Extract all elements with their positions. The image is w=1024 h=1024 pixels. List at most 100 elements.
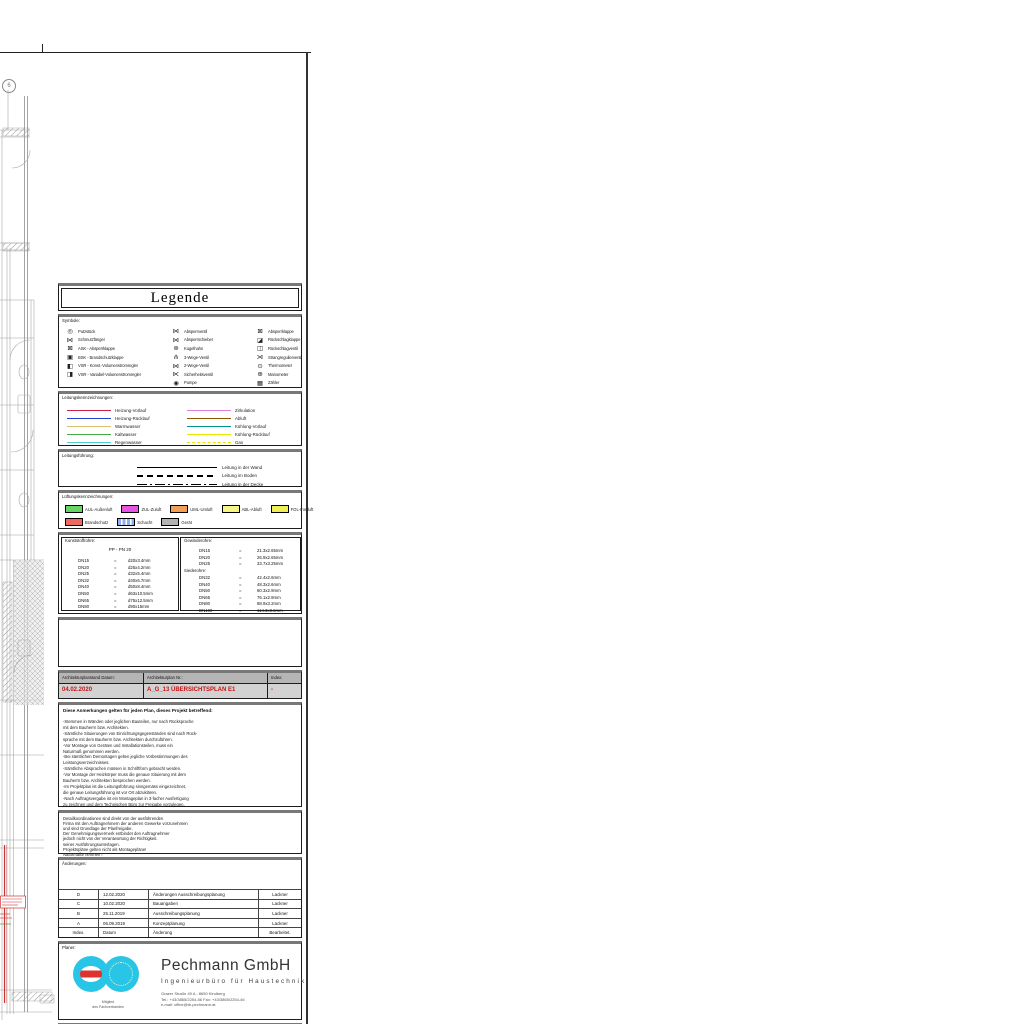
pipe-color-line	[67, 409, 111, 411]
pipe-marking-row: Kaltwasser	[67, 430, 150, 438]
symbol-label: Absperrventil	[184, 328, 208, 334]
pipe-routing-section: Leitungsführung: Leitung in der Wand Lei…	[58, 449, 302, 487]
symbol-label: Strangregulierventil	[268, 354, 303, 360]
symbol-label: Thermometer	[268, 363, 293, 369]
change-text: Änderungen Ausschreibungsplanung	[149, 890, 259, 899]
vent-marking-label: ABL-Abluft	[241, 506, 262, 512]
symbol-label: 2-Wege-Ventil	[184, 363, 209, 369]
dn-value: DN25	[78, 571, 89, 577]
symbol-row: ◪ Rückschlagklappe	[255, 336, 302, 345]
solid-line-swatch	[137, 466, 217, 468]
vent-marking-item: Gerät	[161, 518, 192, 526]
symbol-row: ◨ VSR - Variabel-Volumenstromregler	[65, 370, 141, 379]
change-text: Konzeptplanung	[149, 918, 259, 928]
pipe-color-line	[67, 441, 111, 443]
change-row: C 10.02.2020 Bauangaben Lackner	[59, 898, 301, 909]
company-address: Grazer Straße 49 A - 8650 Kindberg Tel.:…	[161, 991, 245, 1008]
vent-marking-label: FOL-Fortluft	[290, 506, 314, 512]
pipe-marking-row: Abluft	[187, 414, 270, 422]
note-line: Naturmaß genommen werden.	[63, 748, 120, 754]
change-author: Lackner	[272, 891, 288, 897]
equals-sign: =	[239, 561, 242, 567]
changes-label: Änderungen:	[62, 861, 87, 866]
plan-status-section: Architekturplanstand Datum: 04.02.2020 A…	[58, 670, 302, 699]
symbol-row: ◎ Putzstück	[65, 327, 141, 336]
symbol-label: Schmutzfänger	[78, 337, 105, 343]
notes-title: Diese Anmerkungen gelten für jeden Plan,…	[63, 708, 213, 713]
legend-panel: Legende Symbole: ◎ Putzstück ⋈ Schmutzfä…	[58, 283, 313, 1024]
dashed-line-swatch	[137, 475, 217, 477]
dn-value: DN50	[78, 590, 89, 596]
plan-status-number-label: Architekturplan Nr.:	[144, 673, 267, 684]
symbol-icon: ◉	[173, 378, 179, 387]
change-author: Lackner	[272, 920, 288, 926]
plan-status-index-cell: Index: -	[268, 673, 301, 698]
vent-markings-label: Lüftungskennzeichnungen:	[62, 494, 114, 499]
pipe-marking-label: Heizung-Vorlauf	[115, 407, 147, 413]
sheet-border-right	[306, 52, 308, 1024]
dn-value: DN20	[78, 564, 89, 570]
membership-text: Mitglied des Fachverbandes	[65, 1000, 151, 1009]
pipe-size-row: DN50 = d63x10.5mm	[62, 591, 178, 598]
routing-label: Leitung in der Decke	[222, 481, 264, 487]
symbol-label: Absperrschieber	[184, 337, 213, 343]
dn-value: DN40	[78, 584, 89, 590]
symbol-label: VSR - Konst.-Volumenstromregler	[78, 363, 138, 369]
vent-marking-item: ZUL-Zuluft	[121, 505, 161, 513]
legend-title-inner-frame: Legende	[61, 288, 299, 308]
plastic-pipes-header: PP - PN 20	[108, 547, 132, 552]
dn-value: DN15	[199, 548, 210, 553]
size-value: 88.9x3.2mm	[257, 601, 281, 607]
pipe-marking-label: Regenwasser	[115, 439, 142, 445]
symbol-icon: ⊛	[173, 344, 179, 353]
dn-value: DN15	[78, 558, 89, 563]
symbol-label: Rückschlagklappe	[268, 337, 301, 343]
dashdot-line-swatch	[137, 483, 217, 486]
note-line: -Vor Montage von Geräten und Installatio…	[63, 742, 173, 748]
dn-value: DN50	[199, 588, 210, 594]
pipe-size-row: DN32 = 42.4x2.6mm	[181, 575, 300, 582]
equals-sign: =	[239, 581, 242, 587]
equals-sign: =	[239, 601, 242, 607]
symbol-icon: ⋉	[172, 370, 180, 379]
changes-header-row: Index. Datum Änderung Bearbeitet.	[59, 927, 301, 937]
coordination-line: jedoch nicht von der Verantwortung der R…	[63, 836, 158, 842]
note-line: zu zeichnen und dem Technischen Büro zur…	[63, 801, 185, 807]
symbol-row: ◉ Pumpe	[171, 379, 213, 388]
routing-label: Leitung im Boden	[222, 473, 258, 479]
vent-color-swatch	[65, 518, 83, 526]
symbol-icon: ▣	[66, 353, 74, 362]
note-line: -Stemmen in Wänden oder jeglichen Bautei…	[63, 719, 194, 724]
coordination-line: und sind Grundlage der Planfreigabe.	[63, 825, 133, 831]
size-value: d32x5.4mm	[128, 571, 151, 577]
symbol-row: ⋈ Schmutzfänger	[65, 336, 141, 345]
pipe-marking-label: Abluft	[235, 415, 247, 421]
changes-section: Änderungen: D 12.02.2020 Änderungen Auss…	[58, 857, 302, 938]
symbol-row: ⋈ 2-Wege-Ventil	[171, 361, 213, 370]
sheet-border-top	[0, 52, 311, 53]
floor-plan-drawing	[0, 90, 55, 1020]
empty-box	[58, 617, 302, 667]
equals-sign: =	[114, 577, 117, 583]
boiler-pipes-rows: DN32 = 42.4x2.6mm DN40 = 48.3x2.6mm DN50	[181, 575, 300, 615]
grid-axis-bubble: 6	[2, 79, 16, 93]
routing-row-ceiling: Leitung in der Decke	[137, 480, 263, 489]
symbols-column-3: ⊠ Absperrklappe ◪ Rückschlagklappe ◫ Rüc…	[255, 327, 302, 387]
boiler-pipes-label: Siederohre:	[184, 568, 207, 573]
pipe-size-row: DN80 = d90x15mm	[62, 604, 178, 611]
change-index: B	[59, 909, 99, 918]
symbol-icon: ▦	[256, 378, 264, 387]
pipe-marking-label: Kühlung-Vorlauf	[235, 423, 267, 429]
pipe-color-line	[67, 417, 111, 419]
symbol-icon: ◪	[256, 335, 264, 344]
eu-stars-roundel-icon	[103, 956, 139, 992]
pipe-color-line	[67, 433, 111, 435]
changes-rows: D 12.02.2020 Änderungen Ausschreibungspl…	[59, 889, 301, 928]
pipe-color-line	[187, 425, 231, 427]
vent-marking-label: AUL-Außenluft	[85, 506, 113, 512]
pipe-color-line	[187, 409, 231, 411]
plastic-pipes-label: Kunststoffrohre:	[65, 538, 96, 543]
symbol-icon: ⋊	[256, 353, 264, 362]
size-value: 60.3x2.9mm	[257, 588, 281, 594]
